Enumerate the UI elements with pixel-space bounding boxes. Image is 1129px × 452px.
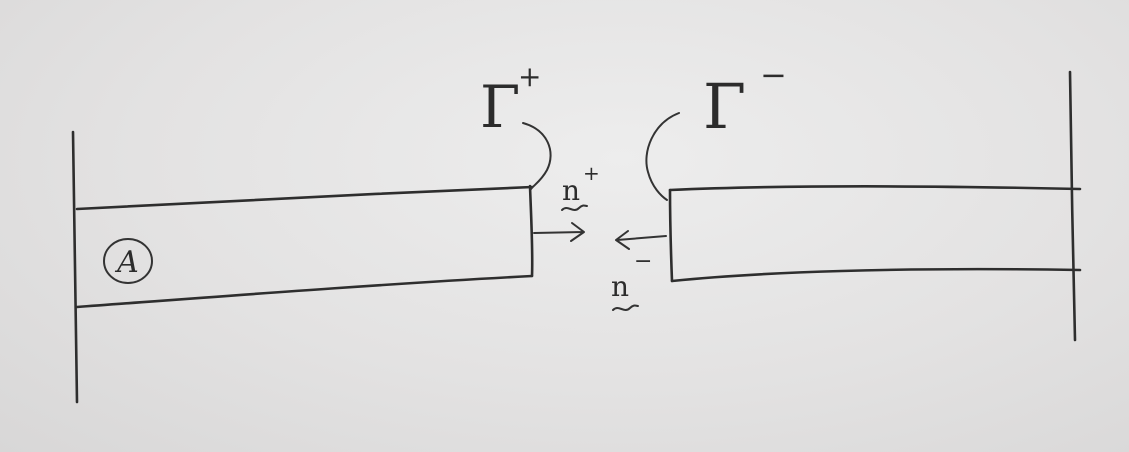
gamma-minus-leader <box>645 112 680 201</box>
body-label: A <box>114 245 139 280</box>
gamma-plus-label: Γ <box>480 73 520 141</box>
n-plus-underline-tilde <box>561 204 588 211</box>
n-plus-arrow <box>533 222 585 242</box>
gamma-plus-superscript: + <box>518 60 541 93</box>
n-minus-underline-tilde <box>612 304 639 311</box>
body-label-circle <box>103 238 153 284</box>
left-beam-end-face <box>528 184 534 278</box>
right-wall <box>1068 70 1077 342</box>
n-minus-arrow <box>615 230 667 250</box>
right-beam-top-edge <box>668 185 1082 192</box>
gamma-minus-label: Γ <box>703 70 746 143</box>
left-beam-top-edge <box>75 185 534 211</box>
right-beam-bottom-edge <box>670 267 1082 283</box>
n-minus-label: n <box>611 270 629 303</box>
left-beam-bottom-edge <box>75 274 534 309</box>
gamma-minus-superscript: − <box>760 56 787 94</box>
left-wall <box>71 130 79 404</box>
right-beam-end-face <box>668 188 674 283</box>
n-plus-superscript: + <box>583 161 600 185</box>
gamma-plus-leader <box>522 122 552 190</box>
n-minus-superscript: − <box>634 249 652 274</box>
n-plus-label: n <box>562 174 580 207</box>
